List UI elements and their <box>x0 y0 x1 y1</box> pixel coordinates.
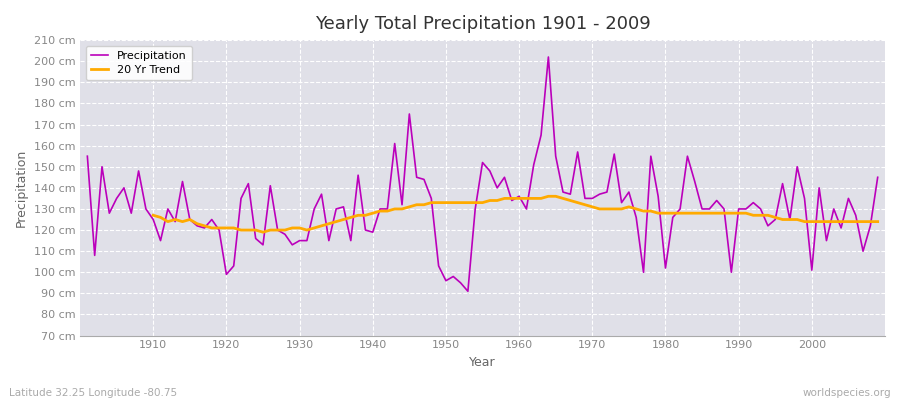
Precipitation <box>82 154 93 158</box>
20 Yr Trend <box>302 228 312 232</box>
Precipitation <box>346 238 356 243</box>
Precipitation <box>514 194 525 199</box>
Title: Yearly Total Precipitation 1901 - 2009: Yearly Total Precipitation 1901 - 2009 <box>315 15 651 33</box>
Precipitation <box>302 238 312 243</box>
Precipitation <box>463 289 473 294</box>
Precipitation <box>872 175 883 180</box>
Text: Latitude 32.25 Longitude -80.75: Latitude 32.25 Longitude -80.75 <box>9 388 177 398</box>
20 Yr Trend <box>507 196 517 201</box>
20 Yr Trend <box>514 196 525 201</box>
X-axis label: Year: Year <box>469 356 496 369</box>
Precipitation <box>521 206 532 211</box>
20 Yr Trend <box>601 206 612 211</box>
20 Yr Trend <box>346 215 356 220</box>
Line: 20 Yr Trend: 20 Yr Trend <box>153 196 878 232</box>
Line: Precipitation: Precipitation <box>87 57 878 291</box>
Precipitation <box>543 54 553 59</box>
Y-axis label: Precipitation: Precipitation <box>15 149 28 227</box>
20 Yr Trend <box>872 219 883 224</box>
Precipitation <box>616 200 627 205</box>
Legend: Precipitation, 20 Yr Trend: Precipitation, 20 Yr Trend <box>86 46 192 80</box>
Text: worldspecies.org: worldspecies.org <box>803 388 891 398</box>
Precipitation <box>140 206 151 211</box>
